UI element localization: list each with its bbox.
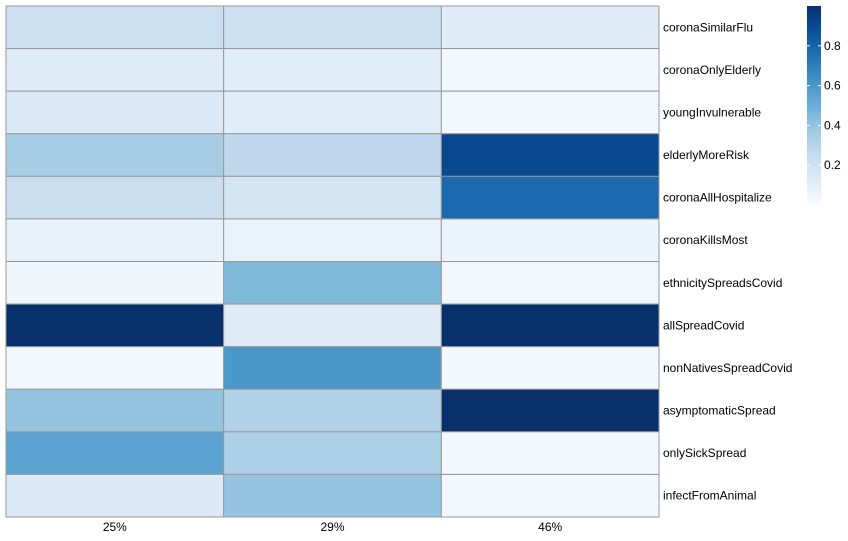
colorbar <box>807 6 821 205</box>
heatmap-cell <box>440 346 660 390</box>
column-label: 29% <box>320 520 344 534</box>
heatmap-cell <box>223 473 442 518</box>
heatmap-cell <box>223 346 442 390</box>
row-label: coronaOnlyElderly <box>663 63 761 77</box>
row-label: infectFromAnimal <box>663 489 756 503</box>
colorbar-ticks: 0.2 0.4 0.6 0.8 <box>807 39 841 172</box>
colorbar-legend: 0.2 0.4 0.6 0.8 <box>807 6 841 205</box>
row-label: allSpreadCovid <box>663 318 744 332</box>
heatmap-cell <box>5 261 225 305</box>
heatmap-cell <box>5 5 225 50</box>
colorbar-tick-label: 0.8 <box>824 39 841 53</box>
heatmap-cell <box>440 218 660 263</box>
heatmap-cell <box>5 218 225 263</box>
heatmap-cell <box>440 261 660 305</box>
heatmap-cell <box>5 48 225 92</box>
heatmap-cell <box>5 346 225 390</box>
heatmap-cell <box>440 133 660 177</box>
heatmap-cells <box>5 5 660 518</box>
row-label: youngInvulnerable <box>663 105 761 119</box>
row-label: nonNativesSpreadCovid <box>663 361 792 375</box>
heatmap-cell <box>223 388 442 433</box>
row-labels: coronaSimilarFlu coronaOnlyElderly youngIn… <box>663 20 792 502</box>
heatmap-cell <box>440 48 660 92</box>
heatmap-cell <box>440 5 660 50</box>
heatmap-cell <box>440 175 660 220</box>
row-label: ethnicitySpreadsCovid <box>663 276 782 290</box>
row-label: elderlyMoreRisk <box>663 148 750 162</box>
row-label: onlySickSpread <box>663 446 746 460</box>
row-label: coronaKillsMost <box>663 233 748 247</box>
heatmap-cell <box>440 303 660 348</box>
row-label: asymptomaticSpread <box>663 404 776 418</box>
heatmap-cell <box>223 5 442 50</box>
heatmap-cell <box>223 431 442 475</box>
heatmap-cell <box>223 48 442 92</box>
colorbar-tick-label: 0.4 <box>824 118 841 132</box>
heatmap-cell <box>440 473 660 518</box>
heatmap-cell <box>5 473 225 518</box>
heatmap-cell <box>5 303 225 348</box>
heatmap-cell <box>5 133 225 177</box>
heatmap-cell <box>5 388 225 433</box>
heatmap-cell <box>5 175 225 220</box>
row-label: coronaAllHospitalize <box>663 191 772 205</box>
heatmap-cell <box>223 175 442 220</box>
heatmap-cell <box>223 261 442 305</box>
heatmap-cell <box>5 90 225 135</box>
heatmap-cell <box>440 90 660 135</box>
heatmap-cell <box>440 431 660 475</box>
colorbar-tick-label: 0.6 <box>824 79 841 93</box>
heatmap-cell <box>440 388 660 433</box>
heatmap-cell <box>223 90 442 135</box>
heatmap-cell <box>5 431 225 475</box>
heatmap-cell <box>223 133 442 177</box>
heatmap-cell <box>223 303 442 348</box>
heatmap-cell <box>223 218 442 263</box>
row-label: coronaSimilarFlu <box>663 20 753 34</box>
column-labels: 25% 29% 46% <box>103 520 563 534</box>
column-label: 25% <box>103 520 127 534</box>
colorbar-tick-label: 0.2 <box>824 158 841 172</box>
column-label: 46% <box>538 520 562 534</box>
